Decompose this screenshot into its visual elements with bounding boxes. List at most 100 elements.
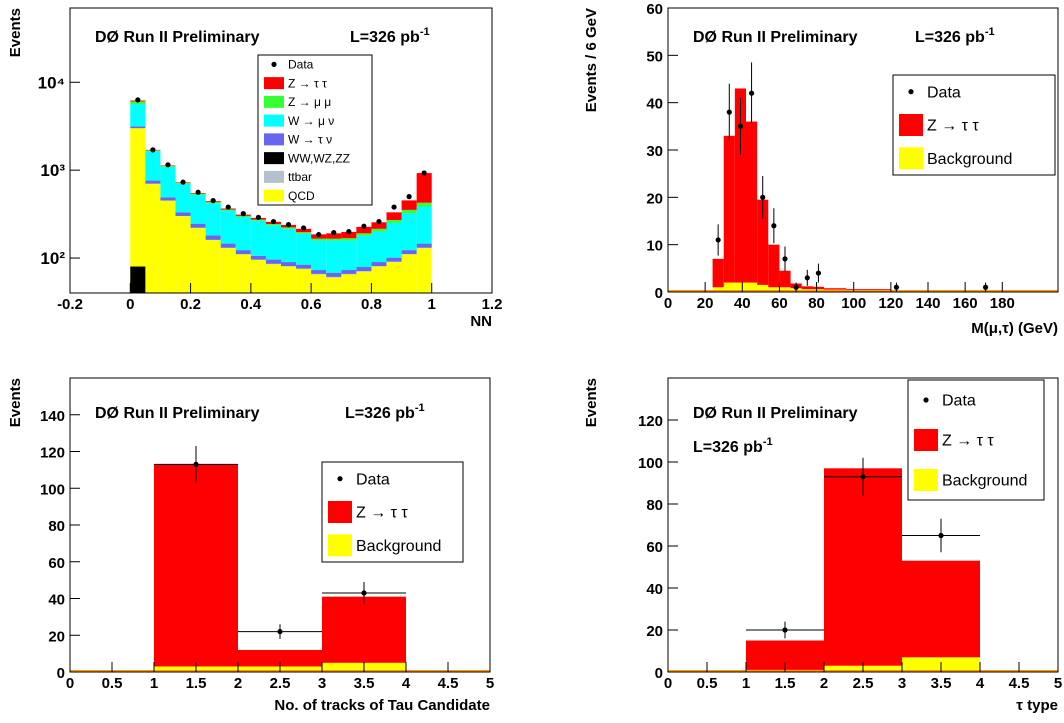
histogram-bar [238, 649, 322, 667]
legend-label: ttbar [288, 170, 312, 184]
histogram-bar [220, 210, 236, 244]
histogram-bar [846, 289, 858, 291]
x-tick-label: 1.5 [186, 675, 207, 692]
histogram-bar [757, 284, 769, 292]
y-tick-label: 20 [646, 190, 663, 207]
histogram-bar [281, 228, 297, 263]
histogram-bar [386, 262, 402, 293]
x-tick-label: 0.2 [180, 296, 201, 313]
x-tick-label: 4.5 [438, 675, 459, 692]
data-point [277, 628, 283, 635]
histogram-bar [145, 183, 161, 293]
histogram-bar [723, 282, 735, 292]
histogram-bar [326, 276, 342, 278]
histogram-bar [235, 254, 251, 293]
histogram-bar [326, 240, 342, 273]
panel: 0 0.5 1 1.5 2 2.5 3 3.5 4 4.5 5 0 20 40 60 80 100 120 τ ty… [583, 377, 1062, 714]
data-point [715, 237, 721, 243]
histogram-bar [296, 269, 312, 293]
histogram-bar [341, 231, 357, 239]
x-tick-label: 0.8 [361, 296, 382, 313]
histogram-bar [371, 266, 387, 293]
annotation-text: L=326 pb [915, 29, 985, 46]
annotation-text: DØ Run II Preliminary [693, 29, 858, 46]
annotation: DØ Run II Preliminary [693, 29, 858, 46]
data-point [982, 284, 989, 290]
y-tick-label: 10 [646, 238, 663, 255]
legend-swatch [264, 77, 284, 90]
histogram-bar [371, 262, 387, 267]
y-axis-label: Events [7, 378, 24, 427]
annotation-text: L=326 pb [350, 29, 420, 46]
panel: 0 0.5 1 1.5 2 2.5 3 3.5 4 4.5 5 0 20 40 60 80 100 120 140 N… [7, 377, 494, 714]
x-tick-label: 1.5 [775, 675, 796, 692]
histogram-bar [190, 227, 206, 293]
data-point [135, 97, 141, 103]
histogram-bar [265, 223, 281, 226]
histogram-bar [205, 240, 221, 293]
histogram-bar [746, 282, 758, 292]
histogram-bar [835, 288, 847, 290]
histogram-bar [175, 216, 191, 293]
histogram-bar [311, 273, 327, 275]
histogram-bar [250, 259, 266, 293]
data-point [376, 218, 382, 225]
x-axis-label: τ type [1016, 697, 1058, 714]
histogram-bar [401, 209, 417, 214]
x-tick-label: 0.5 [102, 675, 123, 692]
x-tick-label: 160 [953, 295, 978, 312]
x-tick-label: 2.5 [853, 675, 874, 692]
legend-label: Background [942, 473, 1027, 490]
data-point [210, 198, 216, 204]
histogram-bar [712, 258, 724, 288]
histogram-bar [296, 232, 312, 234]
histogram-bar [220, 248, 236, 293]
x-tick-label: 4.5 [1009, 675, 1030, 692]
data-point [421, 170, 427, 176]
histogram-bar [190, 194, 206, 224]
histogram-bar [281, 262, 297, 267]
y-tick-label: 20 [48, 628, 65, 645]
histogram-bar [130, 266, 146, 293]
y-tick-label: 60 [646, 539, 663, 556]
histogram-bar [857, 289, 869, 291]
x-tick-label: 1 [150, 675, 158, 692]
histogram-bar [265, 264, 281, 293]
y-tick-label: 40 [646, 581, 663, 598]
histogram-bar [386, 222, 402, 258]
histogram-bar [130, 126, 146, 129]
legend-label: Data [942, 393, 976, 410]
data-point [893, 284, 900, 290]
legend-swatch [264, 152, 284, 165]
data-point [406, 194, 412, 200]
histogram-bar [401, 213, 417, 251]
legend-label: Data [356, 471, 390, 488]
x-tick-label: -0.2 [57, 296, 83, 313]
legend-label: Background [356, 538, 441, 555]
data-point [737, 123, 744, 129]
data-point [361, 223, 367, 229]
legend-swatch [264, 189, 284, 202]
histogram-bar [145, 180, 161, 184]
histogram-bar [824, 468, 902, 666]
panel: 0 20 40 60 80 100 120 140 160 180 0 10 20 30 40 50 60 M(μ… [583, 1, 1059, 337]
histogram-bar [326, 233, 342, 239]
histogram-bar [326, 277, 342, 293]
histogram-bar [311, 238, 327, 241]
x-tick-label: 5 [486, 675, 494, 692]
histogram-bar [416, 243, 432, 248]
y-tick-label: 60 [48, 555, 65, 572]
histogram-bar [160, 166, 176, 198]
histogram-bar [281, 266, 297, 293]
x-tick-label: 0 [66, 675, 74, 692]
x-tick-label: 40 [734, 295, 751, 312]
histogram-bar [812, 286, 824, 290]
histogram-bar [322, 596, 406, 663]
data-point [240, 211, 246, 217]
histogram-bar [296, 264, 312, 269]
data-point [225, 204, 231, 210]
histogram-bar [801, 286, 813, 290]
histogram-bar [341, 274, 357, 293]
data-point [193, 461, 199, 467]
histogram-bar [205, 235, 221, 240]
